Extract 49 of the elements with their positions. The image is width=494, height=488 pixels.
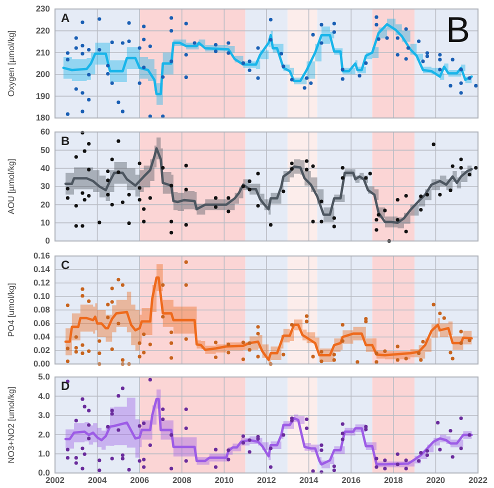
y-tick-label: 0.02 (33, 345, 50, 356)
y-tick-label: 0 (45, 236, 50, 246)
y-tick-label: 1.0 (38, 448, 50, 459)
x-tick-label: 2008 (172, 475, 192, 486)
y-tick-label: 10 (40, 218, 50, 228)
line-series (64, 147, 473, 224)
y-axis-title: PO4 [umol/kg] (6, 283, 16, 337)
y-tick-label: 3.0 (38, 410, 50, 420)
annotation: A (61, 11, 70, 25)
x-tick-label: 2012 (257, 475, 276, 486)
y-tick-label: 0.06 (33, 318, 50, 328)
y-tick-label: 180 (36, 112, 50, 123)
y-tick-label: 2.0 (38, 429, 50, 440)
x-tick-label: 2022 (468, 475, 488, 486)
x-tick-label: 2010 (214, 475, 234, 486)
x-tick-label: 2006 (130, 475, 150, 486)
annotation: B (61, 134, 70, 148)
x-tick-label: 2002 (46, 475, 65, 486)
y-axis-title: Oxygen [µmol/kg] (6, 30, 16, 97)
y-tick-label: 0.04 (33, 332, 50, 342)
y-tick-label: 20 (40, 199, 50, 210)
y-tick-label: 4.0 (38, 390, 50, 401)
y-tick-label: 0.12 (33, 278, 50, 288)
x-tick-label: 2004 (88, 475, 108, 486)
y-axis-title: AOU [µmol/kg] (6, 158, 16, 214)
y-tick-label: 5.0 (38, 372, 50, 382)
y-tick-label: 50 (40, 144, 50, 155)
y-tick-label: 0.14 (33, 264, 50, 274)
y-tick-label: 220 (36, 26, 50, 36)
y-tick-label: 200 (36, 69, 50, 80)
x-tick-label: 2016 (342, 475, 361, 486)
annotation: D (61, 379, 70, 393)
y-tick-label: 30 (40, 181, 50, 192)
y-tick-label: 230 (36, 4, 50, 14)
y-tick-label: 0.10 (33, 291, 50, 302)
y-tick-label: 60 (40, 126, 50, 137)
y-tick-label: 40 (40, 163, 50, 174)
y-tick-label: 0.0 (38, 468, 50, 478)
annotation: B (446, 9, 470, 50)
y-tick-label: 210 (36, 47, 50, 58)
y-tick-label: 0.08 (33, 304, 50, 315)
y-tick-label: 0.16 (33, 250, 50, 261)
annotation: C (61, 258, 70, 272)
y-axis-title: NO3+NO2 [umol/kg] (6, 386, 16, 464)
y-tick-label: 190 (36, 90, 50, 101)
x-tick-label: 2020 (426, 475, 446, 486)
x-tick-label: 2014 (299, 475, 319, 486)
x-tick-label: 2018 (384, 475, 404, 486)
y-tick-label: 0.00 (33, 358, 50, 369)
